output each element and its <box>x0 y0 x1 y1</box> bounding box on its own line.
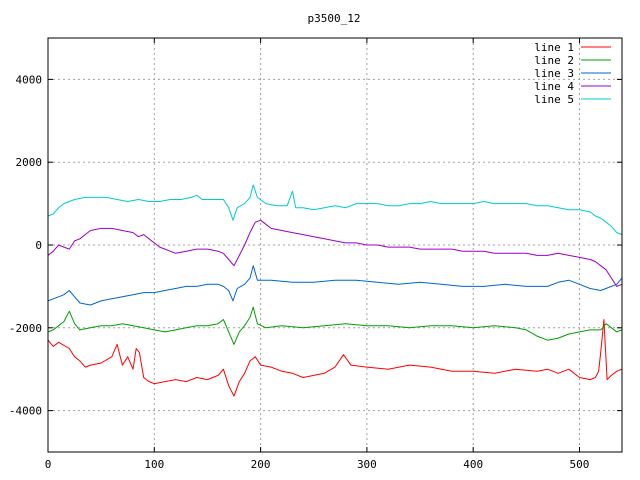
legend-label: line 3 <box>534 67 574 80</box>
y-tick-label: 4000 <box>16 73 43 86</box>
x-tick-label: 0 <box>45 458 52 471</box>
axis-ticks: 0 100 200 300 400 500 -4000 -2000 0 2000 4000 <box>9 38 622 471</box>
x-tick-label: 100 <box>144 458 164 471</box>
series-line-3 <box>47 265 623 306</box>
y-tick-label: -2000 <box>9 322 42 335</box>
series-line-2 <box>47 306 623 345</box>
x-tick-label: 400 <box>463 458 483 471</box>
series-line-5 <box>47 184 623 236</box>
legend-label: line 5 <box>534 93 574 106</box>
chart-title: p3500_12 <box>308 12 361 25</box>
x-tick-label: 200 <box>251 458 271 471</box>
legend-label: line 2 <box>534 54 574 67</box>
legend-label: line 1 <box>534 41 574 54</box>
y-tick-label: -4000 <box>9 405 42 418</box>
x-tick-label: 500 <box>570 458 590 471</box>
x-tick-label: 300 <box>357 458 377 471</box>
series-line-4 <box>47 219 623 287</box>
y-tick-label: 0 <box>35 239 42 252</box>
legend-label: line 4 <box>534 80 574 93</box>
y-tick-label: 2000 <box>16 156 43 169</box>
plot-frame <box>47 37 623 453</box>
series-lines <box>47 184 623 397</box>
series-line-1 <box>47 319 623 397</box>
